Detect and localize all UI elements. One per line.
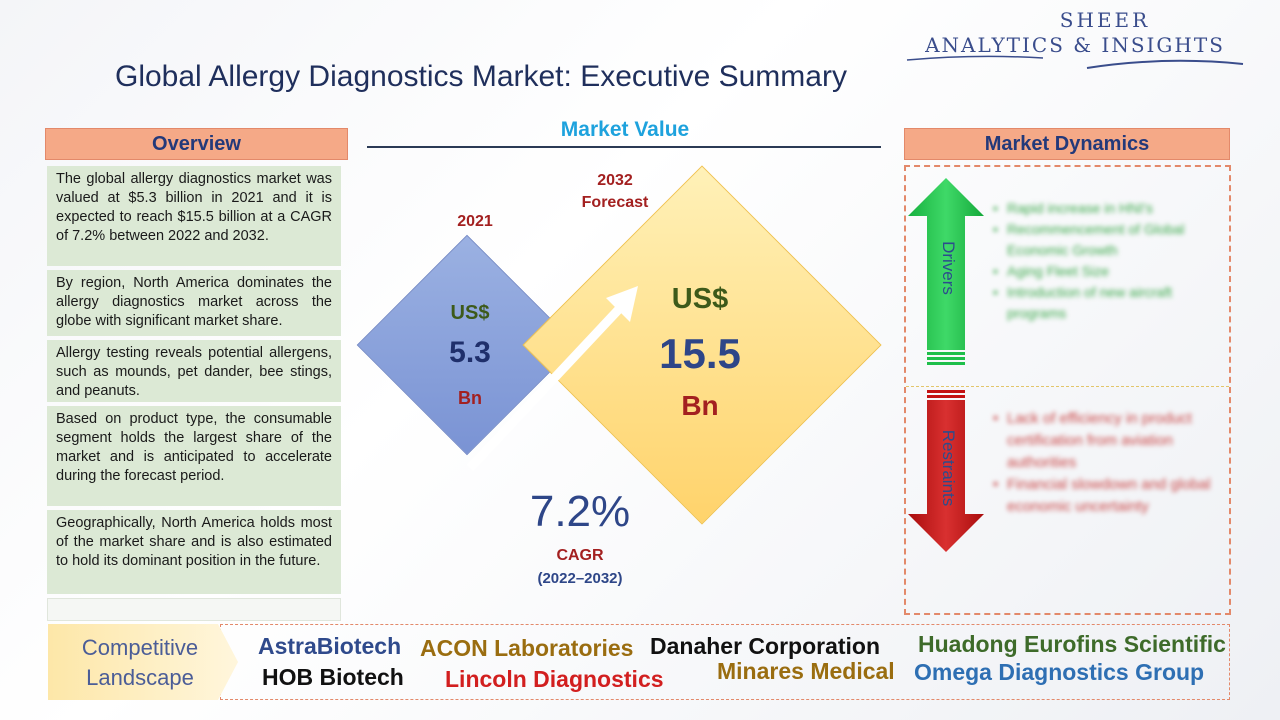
driver-item: Recommencement of Global Economic Growth — [993, 219, 1223, 261]
company-lincoln-diagnostics: Lincoln Diagnostics — [445, 666, 664, 692]
drivers-label: Drivers — [939, 241, 958, 295]
value-2032-amount: 15.5 — [659, 330, 741, 377]
overview-item: By region, North America dominates the a… — [47, 270, 341, 336]
logo-analytics-insights: ANALYTICS & INSIGHTS — [925, 33, 1225, 57]
company-astrabiotech: AstraBiotech — [258, 633, 402, 659]
company-huadong-eurofins: Huadong Eurofins Scientific — [918, 631, 1226, 657]
overview-item: The global allergy diagnostics market wa… — [47, 166, 341, 266]
drivers-list: Rapid increase in HNI's Recommencement o… — [993, 198, 1223, 324]
restraints-label: Restraints — [939, 429, 958, 507]
overview-panel: The global allergy diagnostics market wa… — [45, 163, 345, 623]
driver-item: Introduction of new aircraft programs — [993, 282, 1223, 324]
year-2032-label: 2032 Forecast — [560, 170, 670, 214]
company-omega-diagnostics: Omega Diagnostics Group — [914, 659, 1205, 685]
restraint-item: Lack of efficiency in product certificat… — [993, 408, 1223, 474]
competitive-label-line1: Competitive — [81, 635, 199, 660]
market-value-divider — [367, 146, 881, 148]
cagr-value: 7.2% — [529, 487, 631, 536]
company-acon-laboratories: ACON Laboratories — [420, 635, 634, 661]
market-dynamics-panel — [904, 165, 1231, 615]
market-dynamics-header: Market Dynamics — [904, 128, 1230, 160]
year-2021-label: 2021 — [457, 213, 493, 230]
value-2032-currency: US$ — [671, 283, 729, 315]
cagr-period: (2022–2032) — [537, 570, 623, 587]
page-title: Global Allergy Diagnostics Market: Execu… — [115, 60, 847, 93]
value-2032-unit: Bn — [681, 390, 719, 421]
value-2021-amount: 5.3 — [449, 336, 491, 369]
logo-swoosh-icon — [1086, 59, 1244, 69]
restraint-item: Financial slowdown and global economic u… — [993, 474, 1223, 518]
driver-item: Rapid increase in HNI's — [993, 198, 1223, 219]
logo-sheer: SHEER — [1059, 8, 1151, 32]
company-danaher: Danaher Corporation — [650, 633, 881, 659]
market-value-header: Market Value — [560, 118, 690, 141]
overview-header: Overview — [45, 128, 348, 160]
company-hob-biotech: HOB Biotech — [262, 664, 404, 690]
overview-item: Allergy testing reveals potential allerg… — [47, 340, 341, 402]
value-2021-currency: US$ — [450, 302, 490, 324]
restraints-down-arrow-icon — [908, 390, 984, 552]
overview-item: Based on product type, the consumable se… — [47, 406, 341, 506]
competitive-chevron-icon — [48, 624, 238, 700]
year-2032: 2032 — [597, 172, 633, 189]
company-minares-medical: Minares Medical — [717, 658, 895, 684]
logo-underline-icon — [906, 55, 1044, 61]
value-2021-unit: Bn — [458, 388, 482, 408]
overview-empty-row — [47, 598, 341, 621]
cagr-label: CAGR — [556, 547, 604, 564]
overview-item: Geographically, North America holds most… — [47, 510, 341, 594]
competitive-label-line2: Landscape — [86, 665, 194, 690]
dynamics-divider — [906, 386, 1229, 387]
driver-item: Aging Fleet Size — [993, 261, 1223, 282]
growth-arrow-icon — [466, 286, 638, 472]
drivers-up-arrow-icon — [908, 178, 984, 365]
forecast-label: Forecast — [581, 194, 649, 211]
restraints-list: Lack of efficiency in product certificat… — [993, 408, 1223, 518]
competitive-landscape-label: Competitive Landscape — [55, 633, 225, 693]
